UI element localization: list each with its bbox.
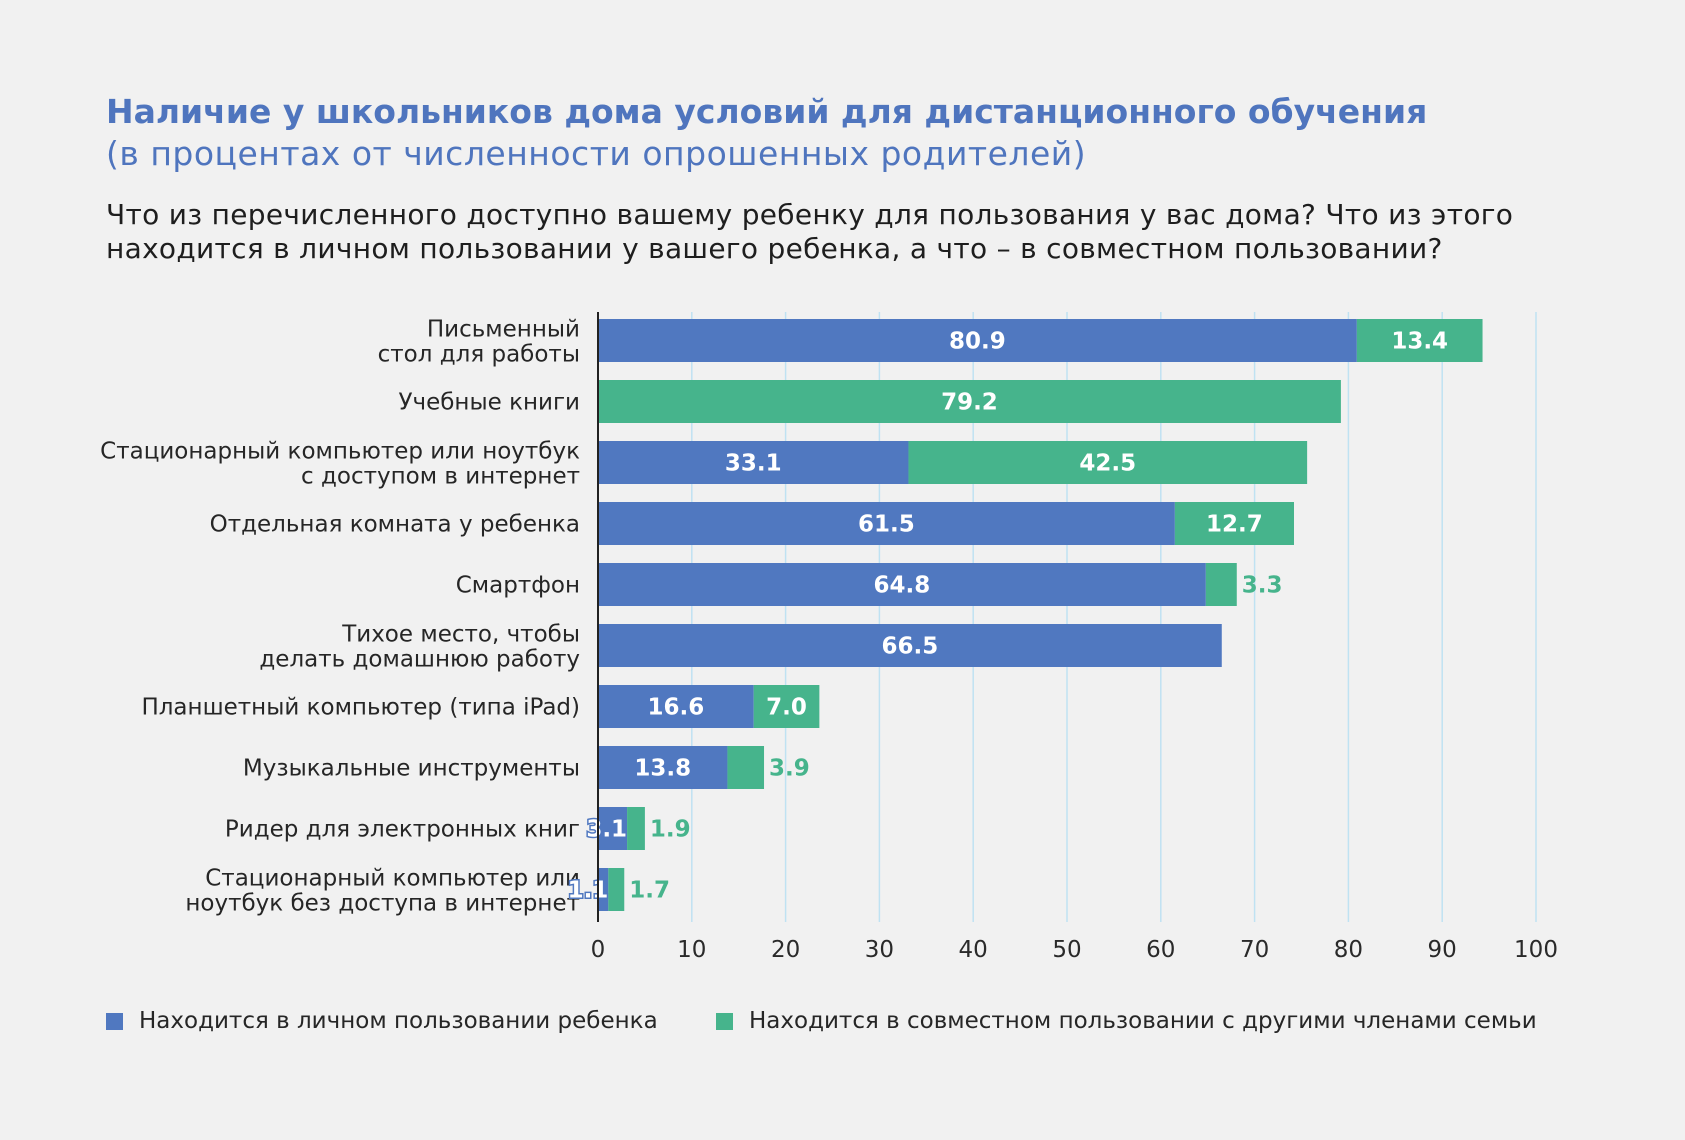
data-label: 61.5: [858, 512, 915, 538]
legend-item-personal: Находится в личном пользовании ребенка: [106, 1008, 658, 1034]
data-label: 7.0: [766, 695, 807, 721]
data-label: 1.7: [629, 878, 670, 904]
x-tick-label: 40: [959, 937, 988, 963]
bar-segment-personal: [598, 624, 1222, 667]
x-tick-label: 60: [1146, 937, 1175, 963]
bar-segment-personal: [598, 441, 909, 484]
category-label: Музыкальные инструменты: [243, 756, 580, 782]
data-label: 1.9: [650, 817, 691, 843]
category-label: Тихое место, чтобы делать домашнюю работу: [259, 622, 580, 673]
legend-swatch-personal: [106, 1012, 123, 1030]
category-label: Письменный стол для работы: [378, 317, 580, 368]
bar-segment-personal: [598, 685, 754, 728]
bar-segment-shared: [598, 380, 1341, 423]
data-label: 13.4: [1391, 329, 1448, 355]
bar-segment-personal: [598, 319, 1357, 362]
category-label: Стационарный компьютер или ноутбук без до…: [185, 866, 580, 917]
x-tick-label: 90: [1428, 937, 1457, 963]
data-label: 3.9: [769, 756, 810, 782]
bar-segment-personal: [598, 807, 628, 850]
chart-legend: Находится в личном пользовании ребенка Н…: [106, 1008, 1685, 1042]
category-label: Смартфон: [456, 573, 580, 599]
bar-segment-personal: [598, 563, 1206, 606]
survey-question: Что из перечисленного доступно вашему ре…: [106, 198, 1606, 266]
x-tick-label: 30: [865, 937, 894, 963]
data-label: 64.8: [874, 573, 931, 599]
bar-segment-shared: [608, 868, 625, 911]
data-label: 3.3: [1242, 573, 1283, 599]
category-label: Стационарный компьютер или ноутбук с дост…: [100, 439, 580, 490]
x-tick-label: 50: [1052, 937, 1081, 963]
legend-label-personal: Находится в личном пользовании ребенка: [139, 1008, 658, 1034]
bar-segment-shared: [1205, 563, 1237, 606]
data-label: 79.2: [941, 390, 998, 416]
chart-title: Наличие у школьников дома условий для ди…: [106, 92, 1428, 131]
survey-question-line-2: находится в личном пользовании у вашего …: [106, 232, 1443, 265]
data-label: 66.5: [882, 634, 939, 660]
survey-question-line-1: Что из перечисленного доступно вашему ре…: [106, 198, 1514, 231]
data-label: 3.1: [586, 817, 627, 843]
legend-swatch-shared: [716, 1012, 733, 1030]
x-tick-label: 70: [1240, 937, 1269, 963]
data-label: 42.5: [1079, 451, 1136, 477]
chart-subtitle: (в процентах от численности опрошенных р…: [106, 134, 1087, 173]
legend-label-shared: Находится в совместном пользовании с дру…: [749, 1008, 1537, 1034]
data-label: 13.8: [634, 756, 691, 782]
bar-segment-shared: [627, 807, 645, 850]
data-label: 33.1: [725, 451, 782, 477]
x-tick-label: 100: [1514, 937, 1558, 963]
x-tick-label: 10: [677, 937, 706, 963]
bar-segment-personal: [598, 868, 609, 911]
data-label: 80.9: [949, 329, 1006, 355]
bar-segment-shared: [1174, 502, 1294, 545]
category-label: Учебные книги: [398, 390, 580, 416]
bar-segment-shared: [908, 441, 1308, 484]
bar-segment-shared: [727, 746, 765, 789]
x-tick-label: 80: [1334, 937, 1363, 963]
data-label: 16.6: [647, 695, 704, 721]
category-label: Отдельная комната у ребенка: [210, 512, 580, 538]
x-tick-label: 20: [771, 937, 800, 963]
category-label: Планшетный компьютер (типа iPad): [141, 695, 580, 721]
category-label: Ридер для электронных книг: [225, 817, 580, 843]
bar-segment-personal: [598, 746, 728, 789]
x-tick-label: 0: [591, 937, 606, 963]
data-label: 12.7: [1206, 512, 1263, 538]
bar-segment-personal: [598, 502, 1175, 545]
bar-segment-shared: [753, 685, 820, 728]
bar-segment-shared: [1356, 319, 1483, 362]
legend-item-shared: Находится в совместном пользовании с дру…: [716, 1008, 1537, 1034]
data-label: 1.1: [568, 878, 609, 904]
